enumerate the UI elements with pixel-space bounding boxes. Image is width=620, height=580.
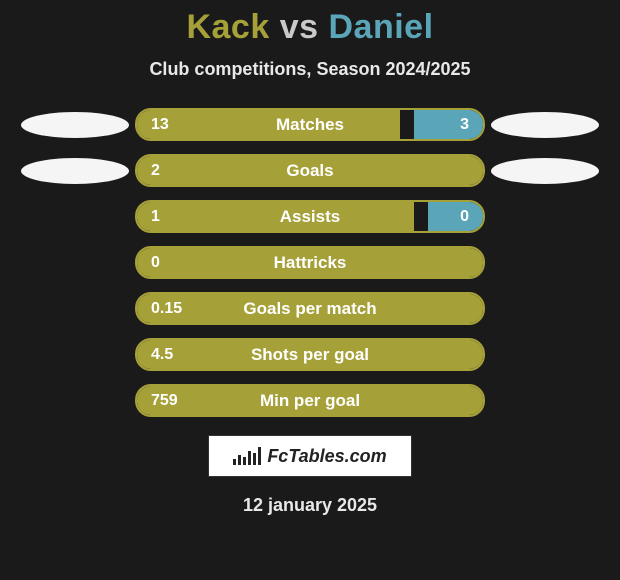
date-text: 12 january 2025 [0, 495, 620, 516]
stat-label: Matches [137, 115, 483, 135]
stat-label: Assists [137, 207, 483, 227]
stat-label: Goals per match [137, 299, 483, 319]
stat-row: 10Assists [0, 200, 620, 233]
page-title: Kack vs Daniel [0, 0, 620, 47]
player2-badge [491, 112, 599, 138]
stat-row: 2Goals [0, 154, 620, 187]
stat-bar: 133Matches [135, 108, 485, 141]
stats-container: 133Matches 2Goals 10Assists 0Hattricks 0.15G… [0, 108, 620, 417]
title-player2: Daniel [328, 8, 433, 46]
bar-chart-icon [233, 447, 261, 465]
stat-bar: 4.5Shots per goal [135, 338, 485, 371]
logo-box: FcTables.com [208, 435, 412, 477]
logo-text: FcTables.com [267, 446, 386, 467]
player1-badge [21, 112, 129, 138]
stat-bar: 10Assists [135, 200, 485, 233]
stat-label: Min per goal [137, 391, 483, 411]
stat-row: 0.15Goals per match [0, 292, 620, 325]
subtitle: Club competitions, Season 2024/2025 [0, 59, 620, 80]
stat-label: Hattricks [137, 253, 483, 273]
stat-row: 759Min per goal [0, 384, 620, 417]
stat-label: Shots per goal [137, 345, 483, 365]
title-vs: vs [280, 8, 319, 46]
stat-label: Goals [137, 161, 483, 181]
stat-row: 133Matches [0, 108, 620, 141]
title-player1: Kack [186, 8, 269, 46]
player1-badge [21, 158, 129, 184]
stat-bar: 0Hattricks [135, 246, 485, 279]
stat-bar: 759Min per goal [135, 384, 485, 417]
player2-badge [491, 158, 599, 184]
stat-row: 4.5Shots per goal [0, 338, 620, 371]
stat-row: 0Hattricks [0, 246, 620, 279]
stat-bar: 2Goals [135, 154, 485, 187]
stat-bar: 0.15Goals per match [135, 292, 485, 325]
